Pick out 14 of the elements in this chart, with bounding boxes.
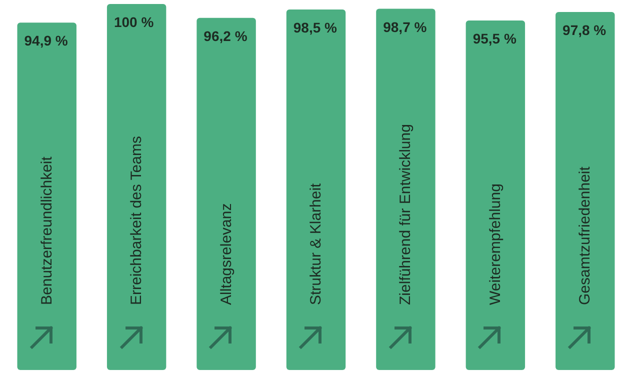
x-tick-label: Alltagsrelevanz [218,203,235,305]
x-tick-label: Struktur & Klarheit [308,182,324,305]
data-label: 100 % [114,14,154,30]
x-tick-label: Gesamtzufriedenheit [576,166,594,305]
data-label: 94,9 % [24,32,68,49]
x-tick-label: Weiterempfehlung [486,184,504,305]
x-tick-label: Erreichbarkeit des Teams [128,136,146,305]
data-label: 98,5 % [293,19,338,36]
data-label: 97,8 % [562,22,607,38]
data-label: 95,5 % [472,30,517,46]
x-tick-label: Benutzerfreundlichkeit [38,156,56,305]
data-label: 96,2 % [204,28,248,44]
data-label: 98,7 % [383,18,428,35]
x-tick-label: Zielführend für Entwicklung [397,124,414,305]
